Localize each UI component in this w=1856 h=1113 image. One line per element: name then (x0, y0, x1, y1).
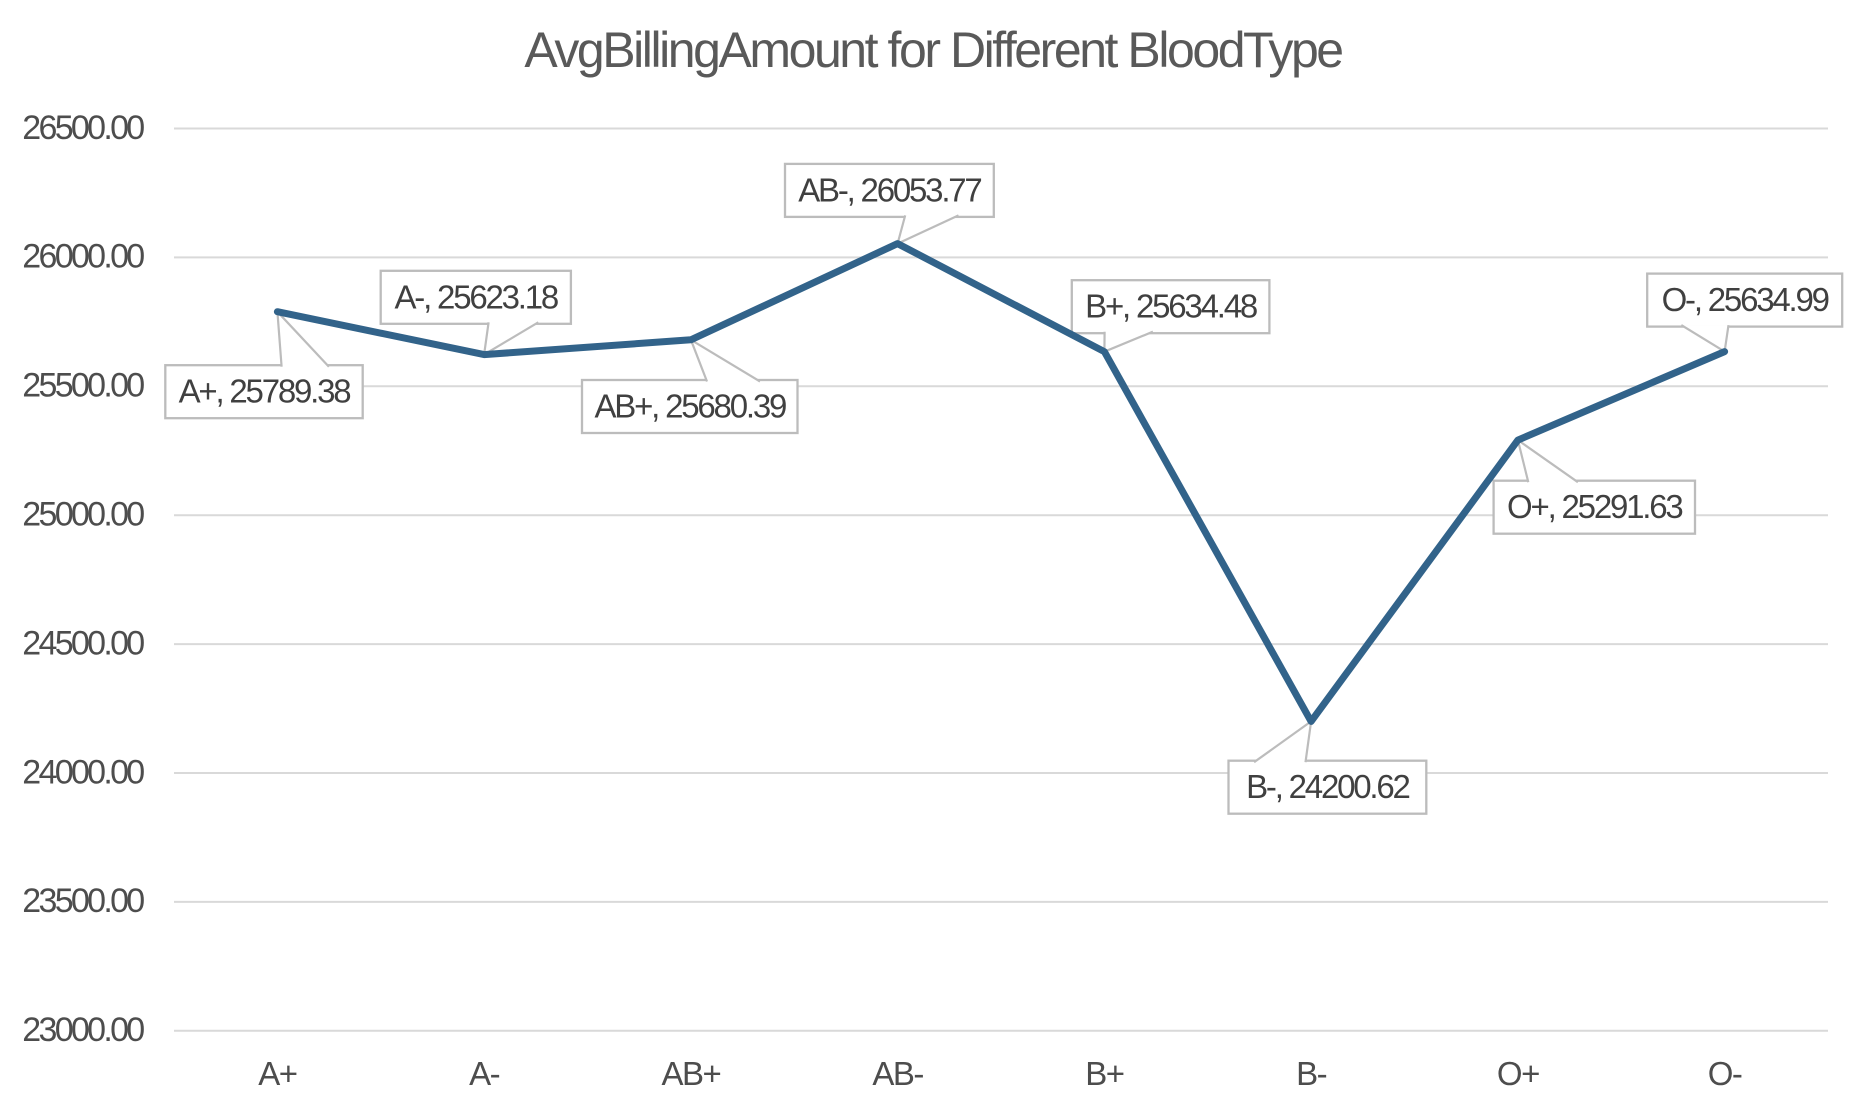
svg-text:A-: A- (469, 1055, 500, 1092)
svg-text:B+, 25634.48: B+, 25634.48 (1085, 288, 1257, 325)
svg-text:25500.00: 25500.00 (22, 367, 144, 405)
svg-text:B-, 24200.62: B-, 24200.62 (1246, 768, 1409, 805)
svg-text:A+: A+ (258, 1055, 297, 1092)
svg-text:23500.00: 23500.00 (22, 882, 144, 920)
svg-text:O+: O+ (1497, 1055, 1539, 1092)
svg-text:24500.00: 24500.00 (22, 624, 144, 662)
svg-text:O-: O- (1708, 1055, 1742, 1092)
svg-text:AB+, 25680.39: AB+, 25680.39 (594, 388, 786, 425)
svg-text:AB-, 26053.77: AB-, 26053.77 (798, 171, 981, 208)
svg-text:A+, 25789.38: A+, 25789.38 (179, 373, 351, 410)
svg-text:23000.00: 23000.00 (22, 1011, 144, 1049)
svg-text:AB-: AB- (872, 1055, 923, 1092)
svg-text:O+, 25291.63: O+, 25291.63 (1507, 488, 1682, 525)
svg-text:A-, 25623.18: A-, 25623.18 (395, 279, 558, 316)
svg-text:B+: B+ (1085, 1055, 1124, 1092)
svg-text:O-, 25634.99: O-, 25634.99 (1662, 281, 1829, 318)
svg-text:25000.00: 25000.00 (22, 496, 144, 534)
svg-text:26500.00: 26500.00 (22, 109, 144, 147)
svg-text:B-: B- (1296, 1055, 1327, 1092)
svg-text:AvgBillingAmount for Different: AvgBillingAmount for Different BloodType (524, 22, 1342, 78)
svg-text:26000.00: 26000.00 (22, 238, 144, 276)
svg-text:24000.00: 24000.00 (22, 753, 144, 791)
svg-text:AB+: AB+ (662, 1055, 721, 1092)
